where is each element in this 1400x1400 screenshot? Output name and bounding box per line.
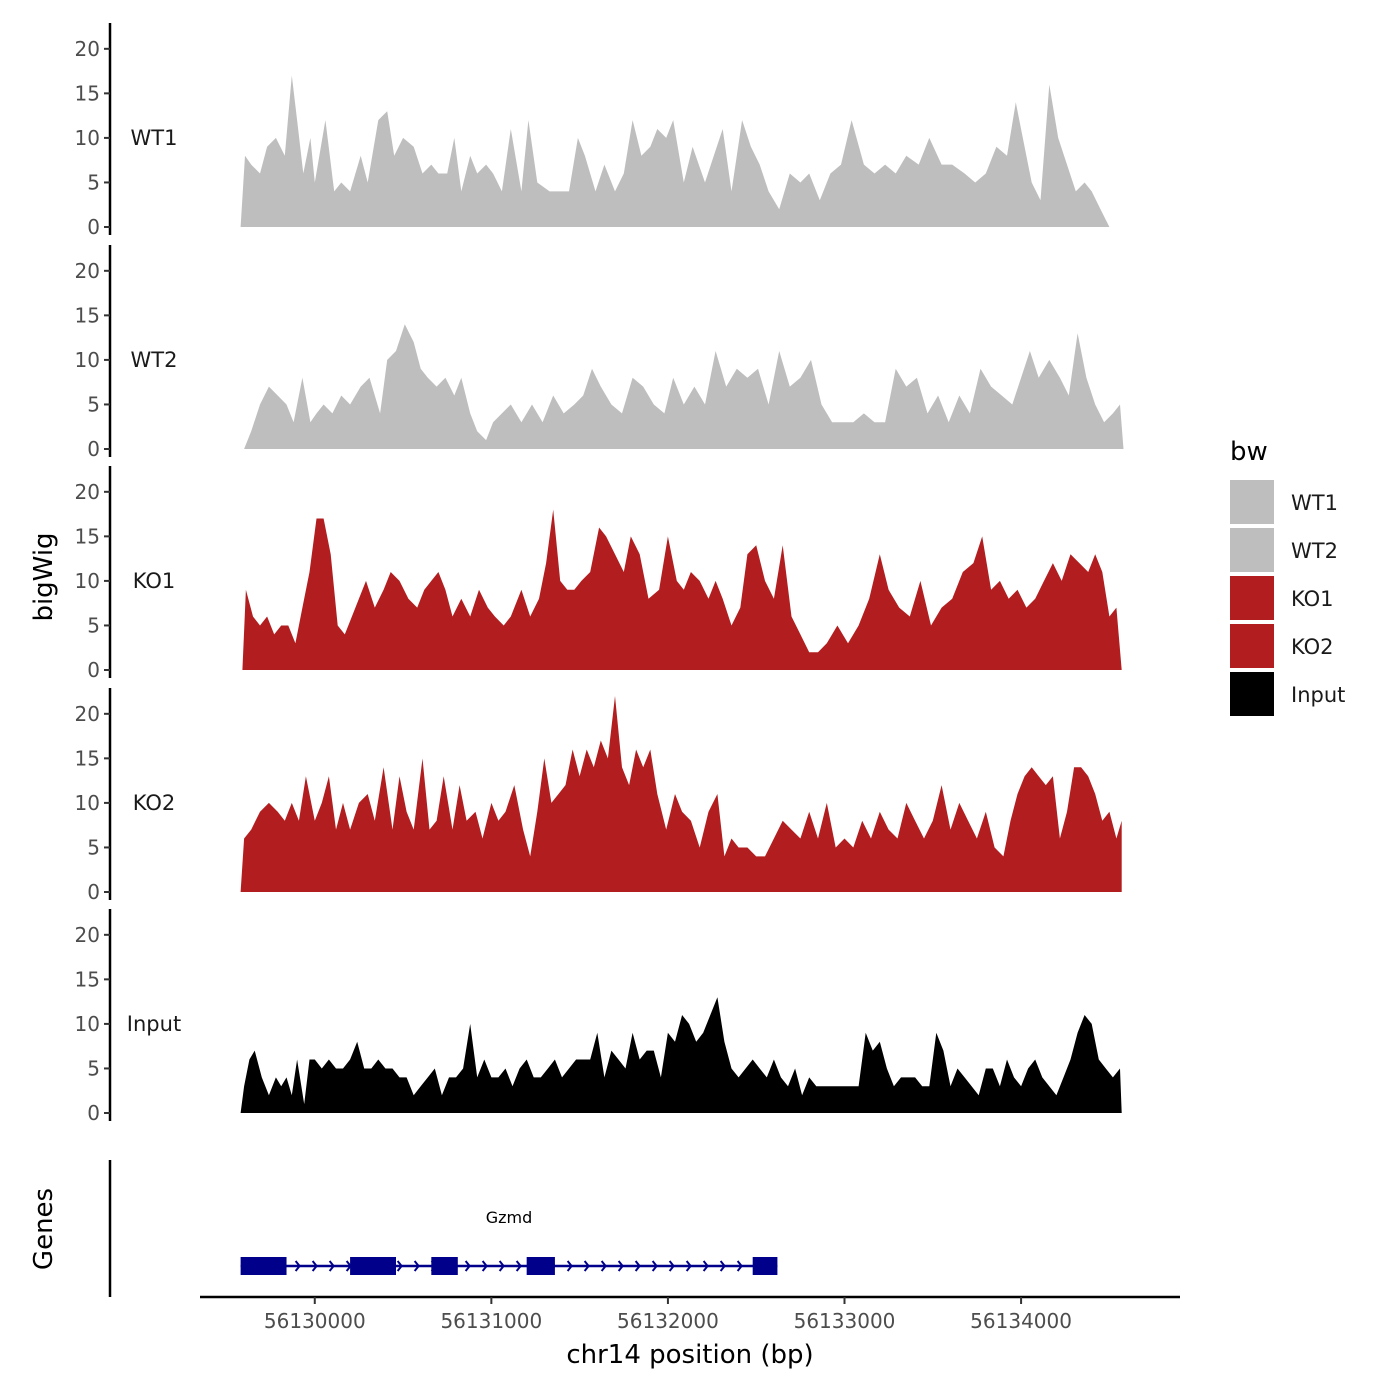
- legend-swatch: [1230, 672, 1274, 716]
- strand-arrow: [294, 1260, 301, 1272]
- strand-arrow: [464, 1260, 471, 1272]
- legend: bw WT1 WT2 KO1 KO2 Input: [1230, 437, 1345, 716]
- y-tick-label: 0: [87, 215, 100, 239]
- exon: [350, 1257, 396, 1275]
- strand-arrow: [685, 1260, 692, 1272]
- signal-area-wt1: [240, 75, 1122, 227]
- strand-arrow: [617, 1260, 624, 1272]
- signal-area-input: [240, 997, 1122, 1113]
- x-axis-title: chr14 position (bp): [566, 1340, 813, 1370]
- legend-swatch: [1230, 576, 1274, 620]
- track-label: KO2: [133, 791, 176, 815]
- legend-swatch: [1230, 528, 1274, 572]
- y-tick-label: 20: [75, 37, 100, 61]
- legend-label: Input: [1291, 683, 1345, 707]
- legend-item-input: Input: [1230, 672, 1345, 716]
- legend-title: bw: [1230, 437, 1268, 467]
- x-tick-label: 56134000: [970, 1309, 1072, 1333]
- genes-panel: Gzmd: [108, 1160, 778, 1297]
- y-tick-label: 0: [87, 1101, 100, 1125]
- strand-arrow: [668, 1260, 675, 1272]
- y-tick-label: 15: [75, 81, 100, 105]
- signal-area-ko1: [242, 509, 1122, 670]
- strand-arrow: [413, 1260, 420, 1272]
- signal-area-wt2: [244, 324, 1124, 449]
- y-tick-label: 15: [75, 303, 100, 327]
- legend-label: WT2: [1291, 539, 1338, 563]
- y-tick-label: 20: [75, 259, 100, 283]
- strand-arrow: [311, 1260, 318, 1272]
- track-input: 0 5 10 15 20 Input: [75, 909, 1122, 1125]
- strand-arrow: [651, 1260, 658, 1272]
- strand-arrow: [566, 1260, 573, 1272]
- exon: [752, 1257, 778, 1275]
- strand-arrow: [719, 1260, 726, 1272]
- exon: [526, 1257, 555, 1275]
- legend-item-ko1: KO1: [1230, 576, 1334, 620]
- y-axis-title: bigWig: [29, 532, 59, 621]
- y-tick-label: 10: [75, 348, 100, 372]
- y-tick-label: 5: [87, 392, 100, 416]
- strand-arrow: [396, 1260, 403, 1272]
- track-ko1: 0 5 10 15 20 KO1: [75, 466, 1122, 682]
- track-label: WT2: [131, 348, 178, 372]
- y-tick-label: 5: [87, 613, 100, 637]
- exon: [431, 1257, 458, 1275]
- legend-item-ko2: KO2: [1230, 624, 1334, 668]
- strand-arrow: [600, 1260, 607, 1272]
- strand-arrow: [702, 1260, 709, 1272]
- y-tick-label: 5: [87, 1056, 100, 1080]
- strand-arrow: [736, 1260, 743, 1272]
- gene-name-label: Gzmd: [486, 1208, 533, 1227]
- strand-arrow: [498, 1260, 505, 1272]
- y-tick-label: 10: [75, 1012, 100, 1036]
- y-tick-label: 10: [75, 569, 100, 593]
- y-tick-label: 10: [75, 791, 100, 815]
- y-tick-label: 20: [75, 480, 100, 504]
- track-label: Input: [127, 1012, 181, 1036]
- y-tick-label: 0: [87, 658, 100, 682]
- legend-label: KO1: [1291, 587, 1334, 611]
- y-tick-label: 15: [75, 524, 100, 548]
- legend-swatch: [1230, 480, 1274, 524]
- gene-gzmd: Gzmd: [240, 1208, 778, 1275]
- y-tick-label: 10: [75, 126, 100, 150]
- genes-axis-title: Genes: [29, 1188, 59, 1270]
- legend-swatch: [1230, 624, 1274, 668]
- y-tick-label: 15: [75, 746, 100, 770]
- x-tick-label: 56131000: [440, 1309, 542, 1333]
- x-axis: 56130000 56131000 56132000 56133000 56134000: [200, 1295, 1180, 1333]
- exon: [240, 1257, 287, 1275]
- y-tick-label: 20: [75, 923, 100, 947]
- legend-item-wt1: WT1: [1230, 480, 1338, 524]
- track-label: WT1: [131, 126, 178, 150]
- track-wt2: 0 5 10 15 20 WT2: [75, 245, 1124, 461]
- legend-label: WT1: [1291, 491, 1338, 515]
- track-label: KO1: [133, 569, 176, 593]
- legend-label: KO2: [1291, 635, 1334, 659]
- strand-arrow: [583, 1260, 590, 1272]
- x-tick-label: 56133000: [794, 1309, 896, 1333]
- strand-arrow: [328, 1260, 335, 1272]
- y-tick-label: 0: [87, 880, 100, 904]
- legend-item-wt2: WT2: [1230, 528, 1338, 572]
- y-tick-label: 0: [87, 437, 100, 461]
- y-tick-label: 5: [87, 170, 100, 194]
- x-tick-label: 56132000: [617, 1309, 719, 1333]
- track-ko2: 0 5 10 15 20 KO2: [75, 688, 1122, 904]
- y-tick-label: 5: [87, 835, 100, 859]
- strand-arrow: [634, 1260, 641, 1272]
- strand-arrow: [515, 1260, 522, 1272]
- track-wt1: 0 5 10 15 20 WT1: [75, 23, 1122, 239]
- signal-area-ko2: [240, 696, 1122, 892]
- x-tick-label: 56130000: [264, 1309, 366, 1333]
- strand-arrow: [481, 1260, 488, 1272]
- y-tick-label: 20: [75, 702, 100, 726]
- tracks-layer: 0 5 10 15 20 WT1 0 5 10 15 20 WT2 0 5 10 15 20 KO1 0 5 10 15 2…: [75, 23, 1124, 1125]
- y-tick-label: 15: [75, 967, 100, 991]
